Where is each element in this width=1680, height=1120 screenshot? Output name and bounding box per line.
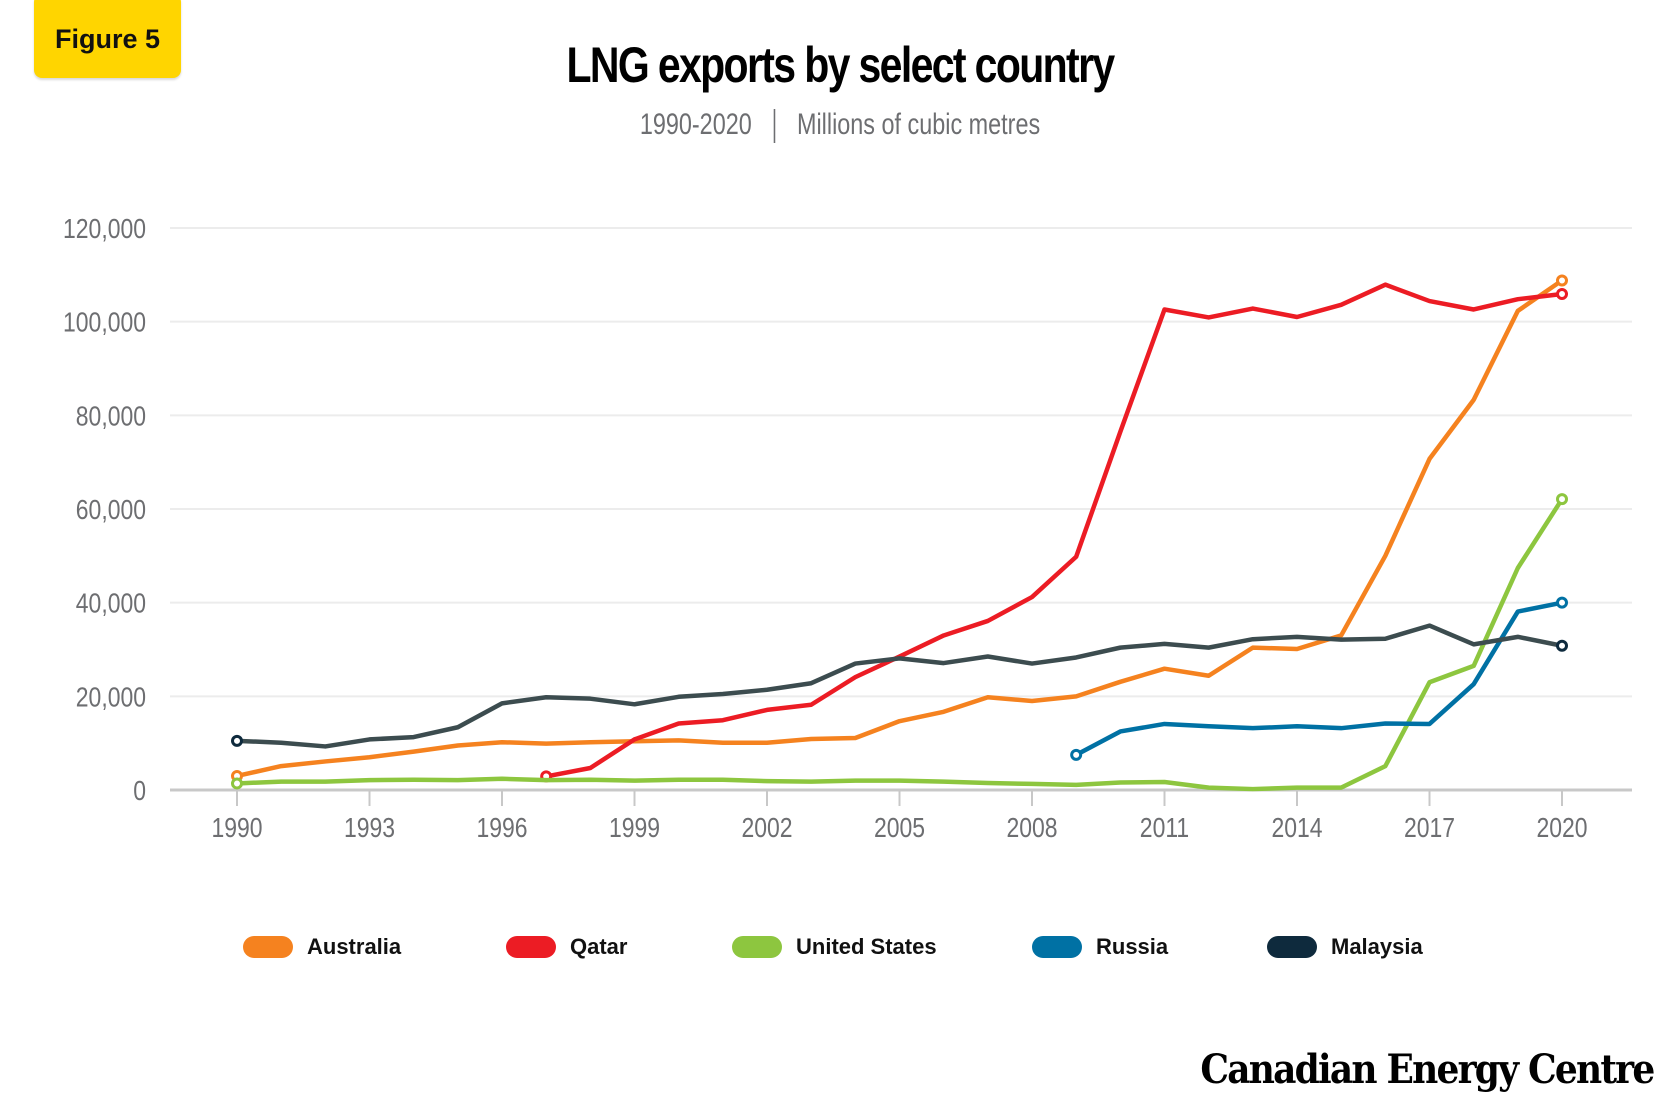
legend-item: Malaysia [1267, 934, 1423, 960]
legend-item: Australia [243, 934, 401, 960]
legend-label: Russia [1096, 934, 1169, 959]
legend-item: United States [732, 934, 937, 960]
x-tick-label: 2017 [1404, 813, 1455, 844]
series-line-malaysia [236, 623, 1563, 749]
end-marker [1556, 639, 1568, 652]
series-line-russia [1075, 600, 1563, 757]
end-marker [1556, 493, 1568, 506]
x-tick-label: 1993 [344, 813, 395, 844]
canadian-energy-centre-logo: Canadian Energy Centre [1199, 1046, 1655, 1093]
series-line-united-states [236, 497, 1564, 792]
subtitle-divider [773, 109, 776, 144]
x-tick-label: 1990 [211, 813, 262, 844]
y-tick-label: 80,000 [76, 401, 146, 432]
end-marker [1556, 288, 1568, 301]
x-tick-label: 2014 [1271, 813, 1322, 844]
subtitle-period: 1990-2020 [639, 108, 752, 141]
legend-label: Qatar [570, 934, 628, 959]
legend-item: Qatar [506, 934, 627, 960]
chart-title: LNG exports by select country [566, 37, 1115, 93]
x-tick-label: 2011 [1140, 813, 1189, 844]
end-marker [1556, 596, 1568, 609]
series-line-qatar [545, 282, 1563, 779]
x-tick-label: 2005 [874, 813, 925, 844]
legend-swatch [506, 936, 556, 958]
legend-swatch [1032, 936, 1082, 958]
chart-subtitle: 1990-2020 Millions of cubic metres [185, 108, 1495, 144]
subtitle-unit: Millions of cubic metres [796, 108, 1041, 141]
start-marker [231, 777, 243, 790]
legend-label: Australia [307, 934, 402, 959]
legend-swatch [243, 936, 293, 958]
legend-label: Malaysia [1331, 934, 1423, 959]
start-marker [231, 734, 243, 747]
x-tick-label: 2020 [1536, 813, 1587, 844]
legend-swatch [1267, 936, 1317, 958]
start-marker [1070, 748, 1083, 761]
x-tick-label: 2002 [741, 813, 792, 844]
x-tick-label: 1996 [476, 813, 527, 844]
y-tick-label: 20,000 [76, 682, 146, 713]
y-tick-label: 120,000 [63, 214, 146, 245]
y-tick-label: 0 [133, 776, 146, 807]
x-tick-label: 2008 [1006, 813, 1057, 844]
y-tick-label: 60,000 [76, 495, 146, 526]
y-tick-label: 100,000 [63, 308, 146, 339]
series-line-australia [236, 278, 1564, 779]
x-tick-label: 1999 [609, 813, 660, 844]
legend-swatch [732, 936, 782, 958]
y-tick-label: 40,000 [76, 589, 146, 620]
end-marker [1556, 274, 1568, 287]
figure-badge: Figure 5 [34, 0, 181, 78]
legend-label: United States [796, 934, 937, 959]
legend-item: Russia [1032, 934, 1168, 960]
